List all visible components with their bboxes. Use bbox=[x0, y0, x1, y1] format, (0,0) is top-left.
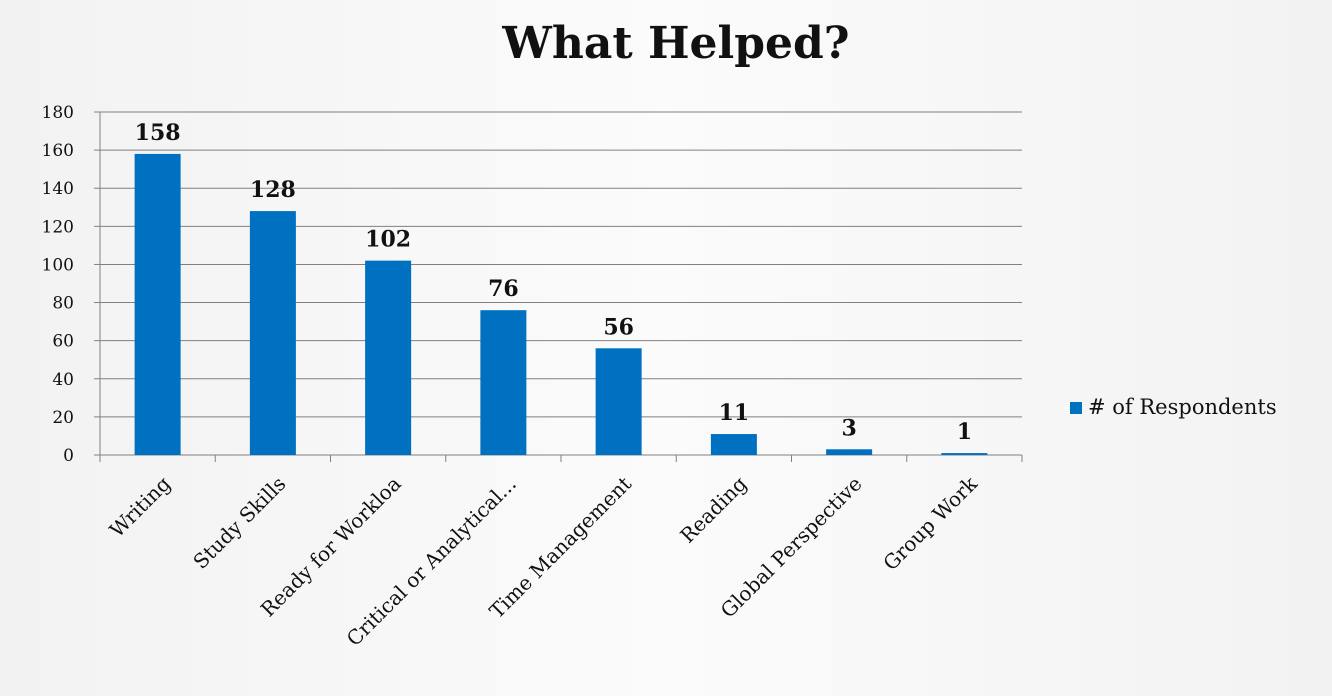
y-tick-label: 60 bbox=[52, 332, 74, 352]
bar bbox=[249, 211, 296, 455]
bar bbox=[595, 348, 642, 455]
chart-title: What Helped? bbox=[501, 18, 849, 69]
data-label: 56 bbox=[603, 314, 634, 340]
data-label: 3 bbox=[841, 415, 856, 441]
data-labels: 158 128 102 76 56 11 3 1 bbox=[135, 120, 972, 445]
bar bbox=[480, 310, 527, 455]
data-label: 76 bbox=[488, 276, 519, 302]
data-label: 158 bbox=[135, 120, 181, 146]
y-tick-label: 0 bbox=[63, 446, 74, 466]
y-tick-label: 100 bbox=[42, 255, 74, 275]
bars bbox=[134, 153, 988, 455]
category-label: Study Skills bbox=[188, 472, 290, 574]
y-axis-tick-labels: 0 20 40 60 80 100 120 140 160 180 bbox=[42, 103, 74, 466]
bar bbox=[941, 453, 988, 455]
bar bbox=[365, 260, 412, 455]
y-tick-label: 20 bbox=[52, 408, 74, 428]
legend: # of Respondents bbox=[1070, 395, 1277, 419]
gridlines bbox=[100, 111, 1022, 418]
category-label: Group Work bbox=[878, 471, 982, 575]
data-label: 102 bbox=[365, 227, 411, 253]
legend-label: # of Respondents bbox=[1088, 395, 1277, 419]
axes bbox=[94, 111, 1023, 462]
data-label: 11 bbox=[719, 400, 750, 426]
data-label: 1 bbox=[957, 419, 972, 445]
category-label: Reading bbox=[675, 471, 751, 547]
y-tick-label: 80 bbox=[52, 294, 74, 314]
bar bbox=[710, 434, 757, 455]
y-tick-label: 140 bbox=[42, 179, 74, 199]
y-tick-label: 160 bbox=[42, 141, 74, 161]
bar bbox=[134, 153, 181, 455]
legend-swatch bbox=[1070, 402, 1082, 414]
y-tick-label: 120 bbox=[42, 217, 74, 237]
category-label: Writing bbox=[105, 471, 176, 542]
y-tick-label: 40 bbox=[52, 370, 74, 390]
bar bbox=[826, 449, 873, 455]
y-tick-label: 180 bbox=[42, 103, 74, 123]
data-label: 128 bbox=[250, 177, 296, 203]
